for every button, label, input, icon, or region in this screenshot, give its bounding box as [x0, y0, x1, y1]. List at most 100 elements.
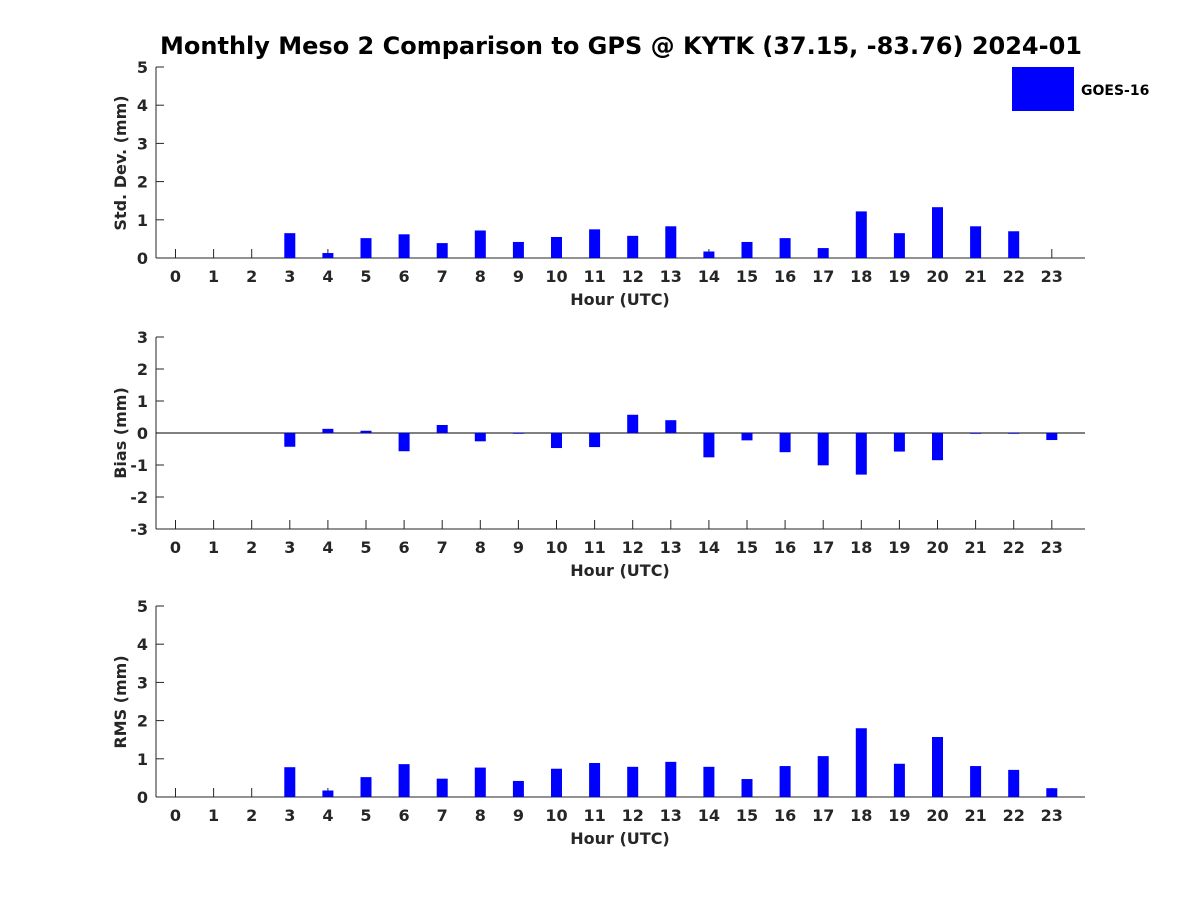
bar	[474, 767, 486, 797]
x-tick-label: 21	[964, 538, 986, 557]
bar	[398, 764, 410, 797]
x-tick-label: 17	[812, 806, 834, 825]
bar	[893, 763, 905, 797]
x-tick-label: 14	[698, 538, 720, 557]
x-tick-label: 22	[1003, 538, 1025, 557]
bar	[893, 233, 905, 258]
x-tick-label: 9	[513, 538, 524, 557]
x-tick-label: 1	[208, 267, 219, 286]
bar	[817, 756, 829, 797]
x-tick-label: 17	[812, 267, 834, 286]
x-tick-label: 19	[888, 538, 910, 557]
x-tick-label: 5	[360, 267, 371, 286]
x-tick-label: 12	[622, 267, 644, 286]
y-tick-label: 1	[137, 392, 148, 411]
x-tick-label: 13	[660, 267, 682, 286]
x-tick-label: 10	[545, 806, 567, 825]
bar	[665, 761, 677, 797]
x-tick-label: 18	[850, 267, 872, 286]
bar	[398, 234, 410, 258]
x-tick-label: 22	[1003, 267, 1025, 286]
bar	[436, 778, 448, 797]
bar	[855, 728, 867, 797]
x-tick-label: 21	[964, 267, 986, 286]
x-tick-label: 15	[736, 806, 758, 825]
x-tick-label: 23	[1041, 806, 1063, 825]
x-tick-label: 18	[850, 538, 872, 557]
y-tick-label: -1	[130, 456, 148, 475]
bar	[741, 433, 753, 441]
bar	[322, 428, 334, 433]
bar	[322, 790, 334, 797]
x-tick-label: 4	[322, 806, 333, 825]
bar	[284, 433, 296, 447]
bar	[436, 243, 448, 258]
legend: GOES-16	[1012, 67, 1149, 111]
bar	[779, 766, 791, 797]
bar	[932, 433, 943, 461]
x-tick-label: 1	[208, 538, 219, 557]
y-tick-label: 3	[137, 328, 148, 347]
x-tick-label: 13	[660, 538, 682, 557]
bar	[322, 253, 334, 258]
y-tick-label: -2	[130, 488, 148, 507]
y-tick-label: 3	[137, 673, 148, 692]
x-tick-label: 18	[850, 806, 872, 825]
x-tick-label: 6	[399, 806, 410, 825]
bar	[551, 236, 562, 258]
bar	[932, 207, 943, 258]
bar	[360, 238, 372, 258]
bar	[551, 768, 562, 797]
bar	[893, 433, 905, 452]
y-tick-label: 0	[137, 424, 148, 443]
x-tick-label: 8	[475, 538, 486, 557]
bar	[627, 414, 639, 433]
bar	[512, 433, 524, 434]
chart-title: Monthly Meso 2 Comparison to GPS @ KYTK …	[160, 32, 1082, 60]
x-tick-label: 0	[170, 806, 181, 825]
bar	[1046, 433, 1058, 441]
x-tick-label: 12	[622, 538, 644, 557]
bar	[512, 241, 524, 258]
y-tick-label: -3	[130, 520, 148, 539]
bar	[474, 433, 486, 442]
x-tick-label: 3	[284, 806, 295, 825]
x-tick-label: 23	[1041, 538, 1063, 557]
bar	[551, 433, 562, 449]
bar	[665, 226, 677, 258]
legend-label: GOES-16	[1081, 83, 1149, 99]
bar	[970, 766, 982, 797]
x-tick-label: 20	[926, 538, 948, 557]
x-axis-label: Hour (UTC)	[570, 829, 670, 848]
x-tick-label: 10	[545, 267, 567, 286]
x-tick-label: 7	[437, 267, 448, 286]
bar	[817, 433, 829, 466]
x-tick-label: 10	[545, 538, 567, 557]
bar	[703, 251, 715, 258]
y-tick-label: 2	[137, 173, 148, 192]
x-tick-label: 14	[698, 806, 720, 825]
y-tick-label: 4	[137, 96, 148, 115]
x-tick-label: 2	[246, 538, 257, 557]
x-tick-label: 5	[360, 806, 371, 825]
y-tick-label: 4	[137, 635, 148, 654]
x-tick-label: 19	[888, 267, 910, 286]
x-tick-label: 21	[964, 806, 986, 825]
bar	[360, 777, 372, 797]
y-axis-label: RMS (mm)	[111, 655, 130, 748]
x-tick-label: 3	[284, 267, 295, 286]
x-tick-label: 4	[322, 538, 333, 557]
bar	[360, 430, 372, 433]
bar	[398, 433, 410, 452]
x-tick-label: 11	[583, 538, 605, 557]
x-tick-label: 13	[660, 806, 682, 825]
x-tick-label: 22	[1003, 806, 1025, 825]
x-tick-label: 6	[399, 538, 410, 557]
x-tick-label: 8	[475, 267, 486, 286]
bar	[779, 238, 791, 258]
x-tick-label: 5	[360, 538, 371, 557]
bar	[589, 229, 601, 258]
x-tick-label: 17	[812, 538, 834, 557]
